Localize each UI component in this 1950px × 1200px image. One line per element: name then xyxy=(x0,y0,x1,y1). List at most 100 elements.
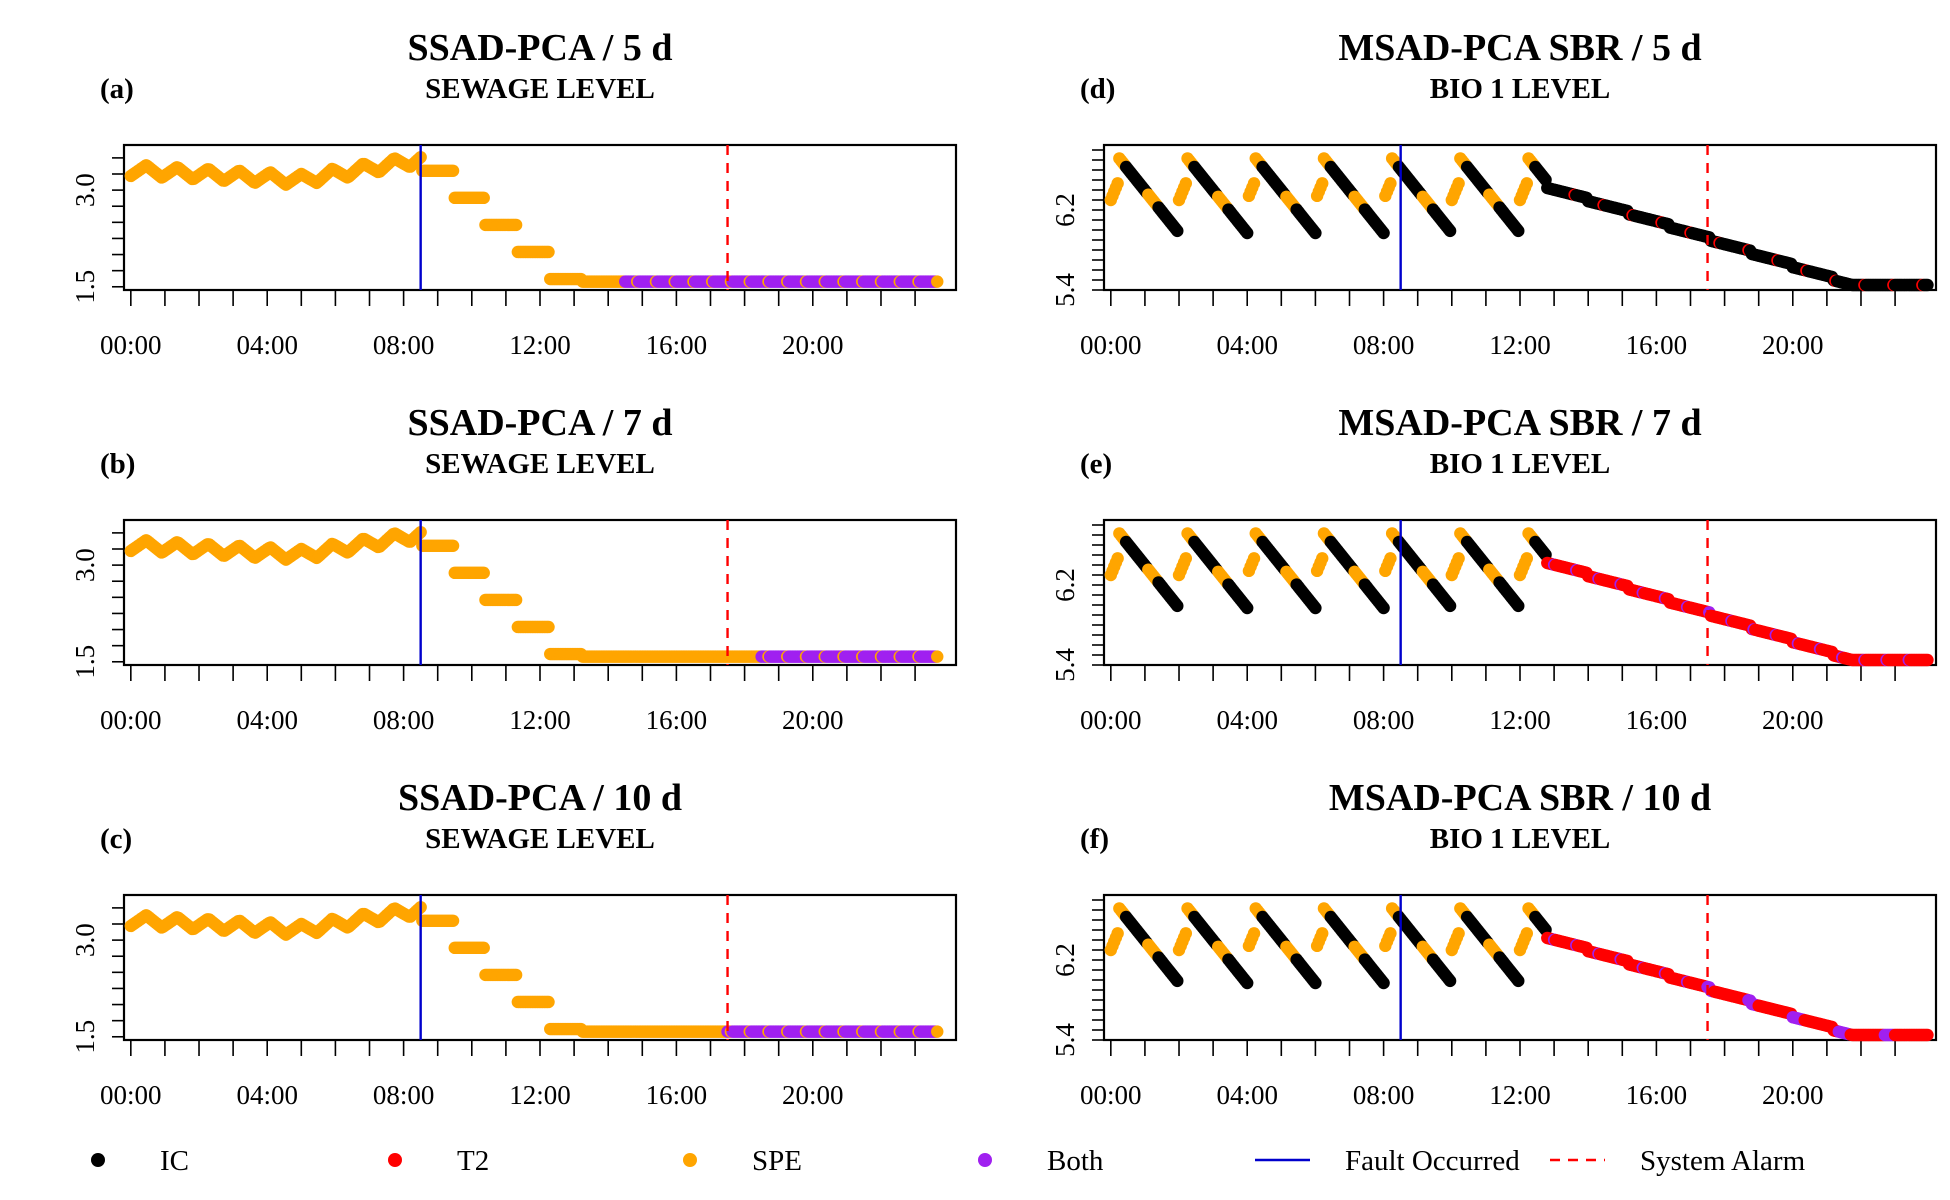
data-point xyxy=(446,539,460,552)
x-tick-label: 16:00 xyxy=(1626,705,1688,735)
panel-title: MSAD-PCA SBR / 5 d xyxy=(1338,27,1701,69)
panel-c: SSAD-PCA / 10 d SEWAGE LEVEL (c) 1.5 3.0 00:0… xyxy=(70,777,958,1110)
data-point xyxy=(1309,601,1322,615)
data-point xyxy=(1443,974,1457,988)
data-point xyxy=(931,1025,944,1038)
panel-subtitle: SEWAGE LEVEL xyxy=(425,823,655,855)
x-tick-label: 00:00 xyxy=(1080,1080,1142,1110)
data-points xyxy=(1104,152,1934,292)
legend-marker xyxy=(683,1153,697,1167)
panel-f: MSAD-PCA SBR / 10 d BIO 1 LEVEL (f) 5.4 6.2 0… xyxy=(1050,777,1938,1110)
x-tick-label: 04:00 xyxy=(1216,1080,1278,1110)
data-point xyxy=(1520,552,1534,565)
panel-subtitle: SEWAGE LEVEL xyxy=(425,73,655,105)
panel-letter: (a) xyxy=(100,73,134,105)
data-point xyxy=(1443,599,1457,613)
x-tick-label: 04:00 xyxy=(236,330,298,360)
data-point xyxy=(542,995,555,1009)
data-point xyxy=(1921,653,1934,667)
data-point xyxy=(1241,601,1254,615)
panel-subtitle: SEWAGE LEVEL xyxy=(425,448,655,480)
plot-frame xyxy=(122,518,958,667)
data-point xyxy=(1452,177,1465,190)
legend-marker xyxy=(388,1153,402,1167)
x-tick-label: 20:00 xyxy=(782,705,844,735)
legend-marker xyxy=(978,1153,992,1167)
data-point xyxy=(1452,552,1465,565)
panel-subtitle: BIO 1 LEVEL xyxy=(1430,448,1611,480)
x-tick-label: 20:00 xyxy=(1762,330,1824,360)
data-point xyxy=(446,914,460,927)
panel-letter: (e) xyxy=(1080,448,1112,480)
data-point xyxy=(1171,224,1184,238)
x-tick-label: 00:00 xyxy=(100,705,162,735)
legend-label: IC xyxy=(160,1145,189,1177)
panel-title: MSAD-PCA SBR / 10 d xyxy=(1329,777,1711,819)
panel-title: MSAD-PCA SBR / 7 d xyxy=(1338,402,1701,444)
data-point xyxy=(1111,927,1124,940)
x-tick-label: 00:00 xyxy=(1080,330,1142,360)
panel-letter: (d) xyxy=(1080,73,1115,105)
panel-title: SSAD-PCA / 10 d xyxy=(398,777,682,819)
data-point xyxy=(477,566,490,580)
legend-marker xyxy=(91,1153,105,1167)
data-points xyxy=(124,525,944,663)
legend-item-fault: Fault Occurred xyxy=(1255,1145,1520,1177)
data-point xyxy=(1512,599,1525,613)
data-point xyxy=(1512,224,1525,238)
data-point xyxy=(1179,552,1193,565)
data-point xyxy=(1384,177,1397,190)
legend-item-spe: SPE xyxy=(683,1145,802,1177)
data-point xyxy=(542,620,555,634)
panel-letter: (b) xyxy=(100,448,135,480)
x-tick-label: 20:00 xyxy=(782,1080,844,1110)
y-tick-label: 3.0 xyxy=(70,548,100,582)
data-point xyxy=(1316,177,1329,190)
data-points xyxy=(1104,527,1934,667)
x-tick-label: 04:00 xyxy=(236,705,298,735)
data-point xyxy=(1512,974,1525,988)
x-tick-label: 08:00 xyxy=(373,1080,435,1110)
data-point xyxy=(1520,177,1534,190)
panel-subtitle: BIO 1 LEVEL xyxy=(1430,73,1611,105)
y-tick-label: 5.4 xyxy=(1050,1023,1080,1057)
plot-frame xyxy=(122,893,958,1042)
panel-letter: (f) xyxy=(1080,823,1109,855)
legend-label: Fault Occurred xyxy=(1345,1145,1520,1177)
data-point xyxy=(1377,976,1390,990)
y-tick-label: 1.5 xyxy=(70,645,100,679)
data-point xyxy=(509,968,523,982)
data-point xyxy=(1247,177,1261,190)
panel-title: SSAD-PCA / 5 d xyxy=(408,27,673,69)
data-point xyxy=(477,191,490,205)
data-point xyxy=(1179,177,1193,190)
x-tick-label: 00:00 xyxy=(100,1080,162,1110)
legend-item-both: Both xyxy=(978,1145,1104,1177)
data-point xyxy=(1384,927,1397,940)
x-tick-label: 12:00 xyxy=(1489,1080,1551,1110)
panel-title: SSAD-PCA / 7 d xyxy=(408,402,673,444)
x-tick-label: 12:00 xyxy=(509,705,571,735)
data-point xyxy=(1241,976,1254,990)
x-tick-label: 00:00 xyxy=(1080,705,1142,735)
data-point xyxy=(1452,927,1465,940)
plot-frame xyxy=(122,143,958,292)
data-point xyxy=(509,593,523,607)
data-point xyxy=(1921,278,1934,292)
x-tick-label: 16:00 xyxy=(646,705,708,735)
y-tick-label: 6.2 xyxy=(1050,943,1080,977)
data-point xyxy=(509,218,523,232)
data-point xyxy=(542,245,555,259)
legend-item-ic: IC xyxy=(91,1145,189,1177)
data-point xyxy=(1179,927,1193,940)
panel-subtitle: BIO 1 LEVEL xyxy=(1430,823,1611,855)
data-point xyxy=(1377,601,1390,615)
panel-a: SSAD-PCA / 5 d SEWAGE LEVEL (a) 1.5 3.0 00:00… xyxy=(70,27,958,360)
x-tick-label: 16:00 xyxy=(646,1080,708,1110)
legend-label: T2 xyxy=(457,1145,489,1177)
y-tick-label: 5.4 xyxy=(1050,648,1080,682)
data-point xyxy=(446,164,460,177)
y-tick-label: 1.5 xyxy=(70,270,100,304)
data-point xyxy=(1171,974,1184,988)
